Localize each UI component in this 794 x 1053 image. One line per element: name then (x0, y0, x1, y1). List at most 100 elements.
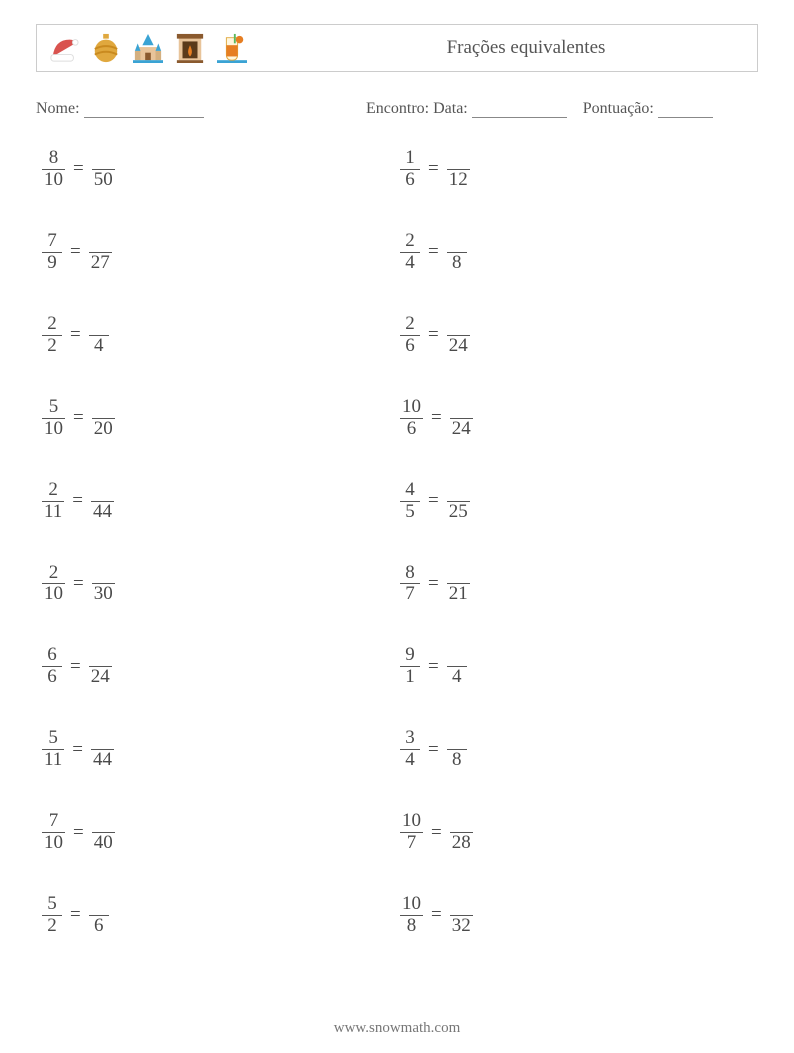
numerator: 10 (400, 397, 423, 418)
given-fraction: 106 (400, 397, 423, 440)
fraction-problem: 79= 27 (42, 231, 400, 274)
answer-numerator-blank[interactable] (454, 397, 468, 418)
numerator: 4 (403, 480, 417, 501)
fraction-problem: 710= 40 (42, 811, 400, 854)
denominator: 11 (42, 502, 64, 523)
denominator: 4 (403, 253, 417, 274)
answer-numerator-blank[interactable] (96, 148, 110, 169)
answer-numerator-blank[interactable] (96, 480, 110, 501)
answer-fraction: 21 (447, 562, 470, 605)
denominator: 7 (403, 584, 417, 605)
answer-denominator: 25 (447, 502, 470, 523)
answer-numerator-blank[interactable] (451, 562, 465, 583)
denominator: 1 (403, 667, 417, 688)
denominator: 2 (45, 916, 59, 937)
answer-denominator: 28 (450, 833, 473, 854)
worksheet-header: Frações equivalentes (36, 24, 758, 72)
numerator: 10 (400, 811, 423, 832)
equals-sign: = (428, 573, 439, 595)
answer-fraction: 6 (89, 894, 109, 937)
numerator: 9 (403, 645, 417, 666)
answer-fraction: 25 (447, 480, 470, 523)
answer-numerator-blank[interactable] (96, 562, 110, 583)
answer-numerator-blank[interactable] (451, 148, 465, 169)
given-fraction: 79 (42, 231, 62, 274)
answer-numerator-blank[interactable] (93, 231, 107, 252)
answer-numerator-blank[interactable] (454, 811, 468, 832)
fraction-problem: 87= 21 (400, 562, 758, 605)
numerator: 1 (403, 148, 417, 169)
score-blank[interactable] (658, 104, 713, 118)
answer-numerator-blank[interactable] (450, 728, 464, 749)
denominator: 10 (42, 170, 65, 191)
equals-sign: = (428, 656, 439, 678)
answer-denominator: 30 (92, 584, 115, 605)
numerator: 2 (403, 314, 417, 335)
answer-fraction: 24 (450, 397, 473, 440)
cocktail-icon (217, 31, 247, 65)
given-fraction: 24 (400, 231, 420, 274)
answer-numerator-blank[interactable] (454, 894, 468, 915)
fraction-problem: 106= 24 (400, 397, 758, 440)
numerator: 8 (47, 148, 61, 169)
equals-sign: = (73, 822, 84, 844)
fraction-problem: 45= 25 (400, 480, 758, 523)
given-fraction: 211 (42, 480, 64, 523)
equals-sign: = (73, 407, 84, 429)
equals-sign: = (70, 241, 81, 263)
answer-denominator: 21 (447, 584, 470, 605)
denominator: 10 (42, 584, 65, 605)
worksheet-title: Frações equivalentes (307, 37, 745, 59)
fireplace-icon (175, 31, 205, 65)
answer-numerator-blank[interactable] (96, 397, 110, 418)
answer-numerator-blank[interactable] (96, 811, 110, 832)
given-fraction: 107 (400, 811, 423, 854)
given-fraction: 52 (42, 894, 62, 937)
answer-denominator: 24 (450, 419, 473, 440)
answer-fraction: 24 (447, 314, 470, 357)
equals-sign: = (428, 241, 439, 263)
date-blank[interactable] (472, 104, 567, 118)
denominator: 6 (403, 170, 417, 191)
equals-sign: = (428, 324, 439, 346)
answer-numerator-blank[interactable] (96, 728, 110, 749)
answer-numerator-blank[interactable] (450, 231, 464, 252)
fraction-problem: 52= 6 (42, 894, 400, 937)
equals-sign: = (73, 158, 84, 180)
answer-fraction: 30 (92, 562, 115, 605)
numerator: 2 (45, 314, 59, 335)
denominator: 10 (42, 833, 65, 854)
castle-icon (133, 31, 163, 65)
answer-fraction: 12 (447, 148, 470, 191)
given-fraction: 91 (400, 645, 420, 688)
name-blank[interactable] (84, 104, 204, 118)
given-fraction: 210 (42, 563, 65, 606)
denominator: 5 (403, 502, 417, 523)
header-icon-row (49, 31, 247, 65)
given-fraction: 510 (42, 397, 65, 440)
answer-numerator-blank[interactable] (451, 480, 465, 501)
answer-denominator: 44 (91, 750, 114, 771)
answer-fraction: 32 (450, 894, 473, 937)
denominator: 6 (45, 667, 59, 688)
equals-sign: = (431, 904, 442, 926)
equals-sign: = (70, 324, 81, 346)
answer-denominator: 24 (447, 336, 470, 357)
answer-denominator: 40 (92, 833, 115, 854)
answer-fraction: 44 (91, 728, 114, 771)
numerator: 2 (403, 231, 417, 252)
numerator: 5 (47, 397, 61, 418)
answer-numerator-blank[interactable] (92, 894, 106, 915)
equals-sign: = (72, 490, 83, 512)
answer-numerator-blank[interactable] (451, 314, 465, 335)
given-fraction: 108 (400, 894, 423, 937)
answer-numerator-blank[interactable] (93, 645, 107, 666)
given-fraction: 26 (400, 314, 420, 357)
encounter-date-label: Encontro: Data: (366, 100, 468, 117)
equals-sign: = (431, 822, 442, 844)
denominator: 6 (403, 336, 417, 357)
answer-numerator-blank[interactable] (92, 314, 106, 335)
given-fraction: 45 (400, 480, 420, 523)
answer-denominator: 32 (450, 916, 473, 937)
answer-numerator-blank[interactable] (450, 645, 464, 666)
